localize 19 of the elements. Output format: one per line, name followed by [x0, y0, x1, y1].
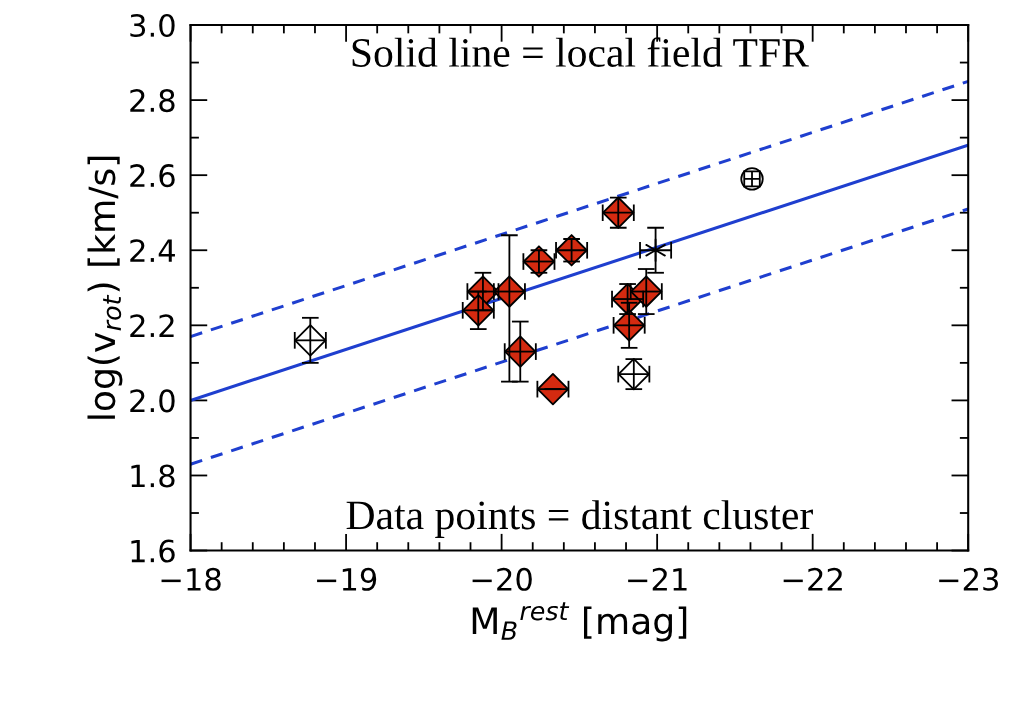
y-tick-label: 1.8: [131, 464, 175, 488]
y-tick-label: 2.0: [130, 389, 175, 413]
x-tick-label: −23: [939, 567, 998, 591]
y-tick-label: 2.4: [130, 239, 175, 262]
y-axis-title: log(v$_{rot}$) [km/s]: [87, 156, 123, 419]
y-tick-label: 2.6: [130, 164, 175, 188]
x-tick-label: −21: [628, 567, 687, 591]
point: [536, 373, 570, 406]
y-tick-label: 3.0: [130, 13, 175, 38]
x-tick-label: −19: [317, 567, 377, 591]
y-tick-label: 1.6: [131, 539, 175, 563]
annotation: Data points = distant cluster: [346, 500, 813, 538]
annotation: Solid line = local field TFR: [352, 37, 809, 67]
y-tick-label: 2.8: [130, 89, 175, 113]
x-axis-title: M$_{B}$$^{rest}$ [mag]: [472, 602, 687, 642]
x-tick-label: −18: [161, 567, 221, 591]
y-tick-label: 2.2: [130, 314, 174, 337]
x-tick-label: −22: [783, 567, 842, 591]
x-tick-label: −20: [472, 567, 532, 591]
